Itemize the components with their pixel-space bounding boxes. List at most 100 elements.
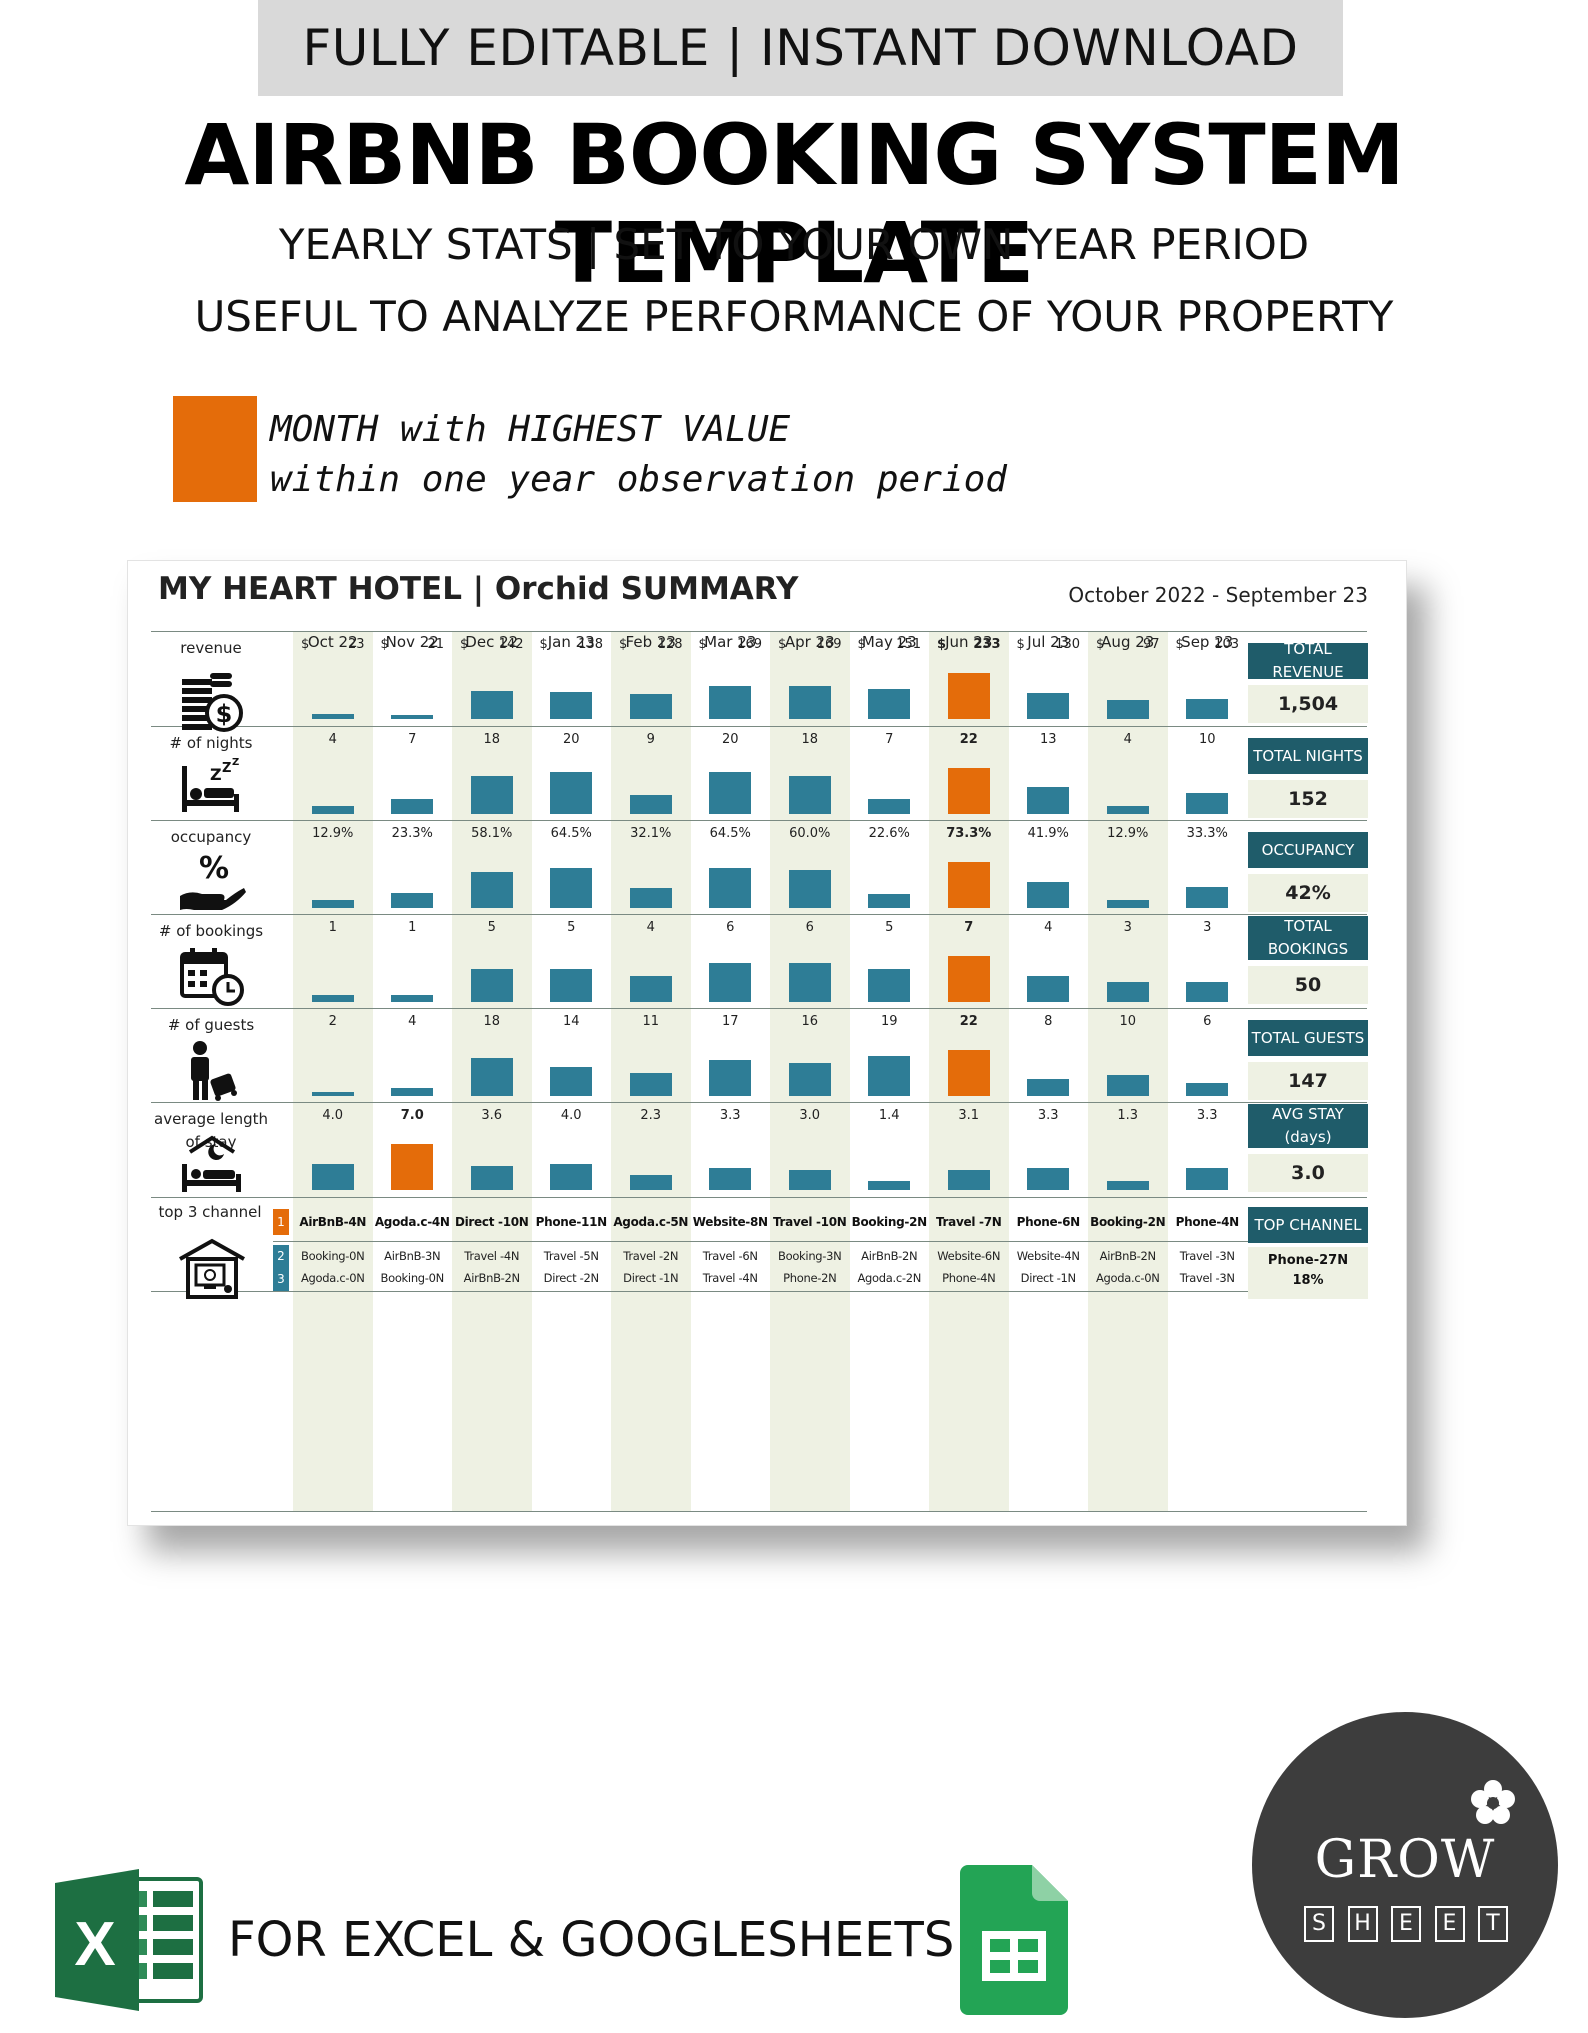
channel-third: Agoda.c-0N [1095,1271,1160,1285]
value-label: 23.3% [391,826,433,841]
value-label: 17 [721,1014,739,1029]
legend-text: MONTH with HIGHEST VALUE within one year… [270,405,1007,505]
channel-second: AirBnB-3N [384,1249,441,1263]
calendar-clock-icon [180,948,244,1006]
month-column [1088,631,1168,1511]
month-header: Jul 23 [1027,633,1070,651]
bar [629,1073,672,1096]
value-label: 18 [801,732,819,747]
summary-title: MY HEART HOTEL | Orchid SUMMARY [158,571,799,607]
bar [709,962,752,1002]
value-label: 4.0 [560,1108,582,1123]
channel-first: AirBnB-4N [299,1215,367,1229]
bar [1027,975,1070,1002]
total-label-revenue: TOTAL REVENUE [1248,640,1368,681]
row-separator [151,726,1367,727]
google-sheets-icon [960,1865,1068,2015]
metric-label-guests: # of guests [167,1016,255,1034]
bar [629,887,672,908]
footer-text: FOR EXCEL & GOOGLESHEETS [228,1912,955,1968]
top-banner: FULLY EDITABLE | INSTANT DOWNLOAD [258,0,1343,96]
value-label: $130 [1009,637,1089,655]
bar [311,899,354,908]
main-title: AIRBNB BOOKING SYSTEM TEMPLATE [184,106,1404,302]
svg-text:Z: Z [232,757,239,768]
bar [1186,1168,1229,1190]
bar [1106,1181,1149,1190]
total-label-stay: AVG STAY (days) [1248,1104,1368,1148]
value-label: $169 [691,637,771,655]
revenue-amount: 103 [1214,637,1239,652]
revenue-amount: 142 [498,637,524,652]
value-label: 6 [726,920,735,935]
revenue-amount: 21 [427,637,444,652]
value-label: 3 [1123,920,1132,935]
brand-word: GROW [1314,1830,1496,1890]
bar [550,772,593,814]
brand-letter: E [1391,1906,1421,1942]
value-label: $97 [1088,637,1168,655]
value-label: 16 [801,1014,819,1029]
value-label: 11 [642,1014,660,1029]
value-label: 12.9% [1107,826,1149,841]
svg-text:Z: Z [222,761,231,776]
bar [1106,899,1149,908]
svg-text:X: X [74,1910,115,1979]
channel-third: Phone-4N [942,1271,996,1285]
value-label: $138 [532,637,612,655]
bar [788,1170,831,1190]
svg-text:Z: Z [210,765,222,784]
channel-third: Agoda.c-0N [300,1271,365,1285]
channel-second: Website-6N [937,1249,1001,1263]
value-label: 5 [487,920,496,935]
value-label: 58.1% [471,826,513,841]
revenue-amount: 169 [737,637,762,652]
channel-third: Travel -4N [702,1271,758,1285]
bar [311,805,354,814]
subtitle-analyze: USEFUL TO ANALYZE PERFORMANCE OF YOUR PR… [194,292,1394,341]
metric-label-channel: top 3 channel [158,1203,262,1221]
bar [550,1163,593,1190]
bar [550,691,593,719]
row-separator [151,914,1367,915]
value-label: 33.3% [1186,826,1228,841]
bar [1186,1083,1229,1096]
channel-first: Phone-4N [1175,1215,1240,1229]
month-header: Jun 23 [945,633,993,651]
bar [391,995,434,1002]
bar [629,693,672,719]
channel-second: Travel -2N [623,1249,679,1263]
month-header: Aug 23 [1101,633,1155,651]
value-label: 13 [1039,732,1057,747]
bar [868,1056,911,1096]
value-label: 2.3 [640,1108,662,1123]
bar [947,1169,990,1190]
channel-second: AirBnB-2N [861,1249,918,1263]
bar [391,1087,434,1096]
total-label-bookings: TOTAL BOOKINGS [1248,916,1368,960]
value-label: 4 [408,1014,417,1029]
total-value-channel: Phone-27N 18% [1248,1247,1368,1299]
total-value-bookings: 50 [1248,966,1368,1004]
currency-symbol: $ [619,637,628,652]
total-value-guests: 147 [1248,1062,1368,1100]
month-column [611,631,691,1511]
bar [709,685,752,719]
channel-first: Agoda.c-4N [374,1215,450,1229]
bar [1027,1079,1070,1096]
row-separator [151,1197,1367,1198]
channel-second: Travel -4N [464,1249,520,1263]
revenue-amount: 233 [973,637,1001,652]
percent-hand-icon: % [180,851,246,910]
bar [550,867,593,908]
month-header: May 23 [861,633,917,651]
currency-symbol: $ [1175,637,1184,652]
legend-line-2: within one year observation period [270,459,1007,500]
value-label: 18 [483,732,501,747]
total-label-nights: TOTAL NIGHTS [1248,738,1368,774]
value-label: 3.0 [799,1108,821,1123]
legend-swatch-highest [173,396,257,502]
value-label: $142 [452,637,532,655]
month-header: Apr 23 [784,633,835,651]
